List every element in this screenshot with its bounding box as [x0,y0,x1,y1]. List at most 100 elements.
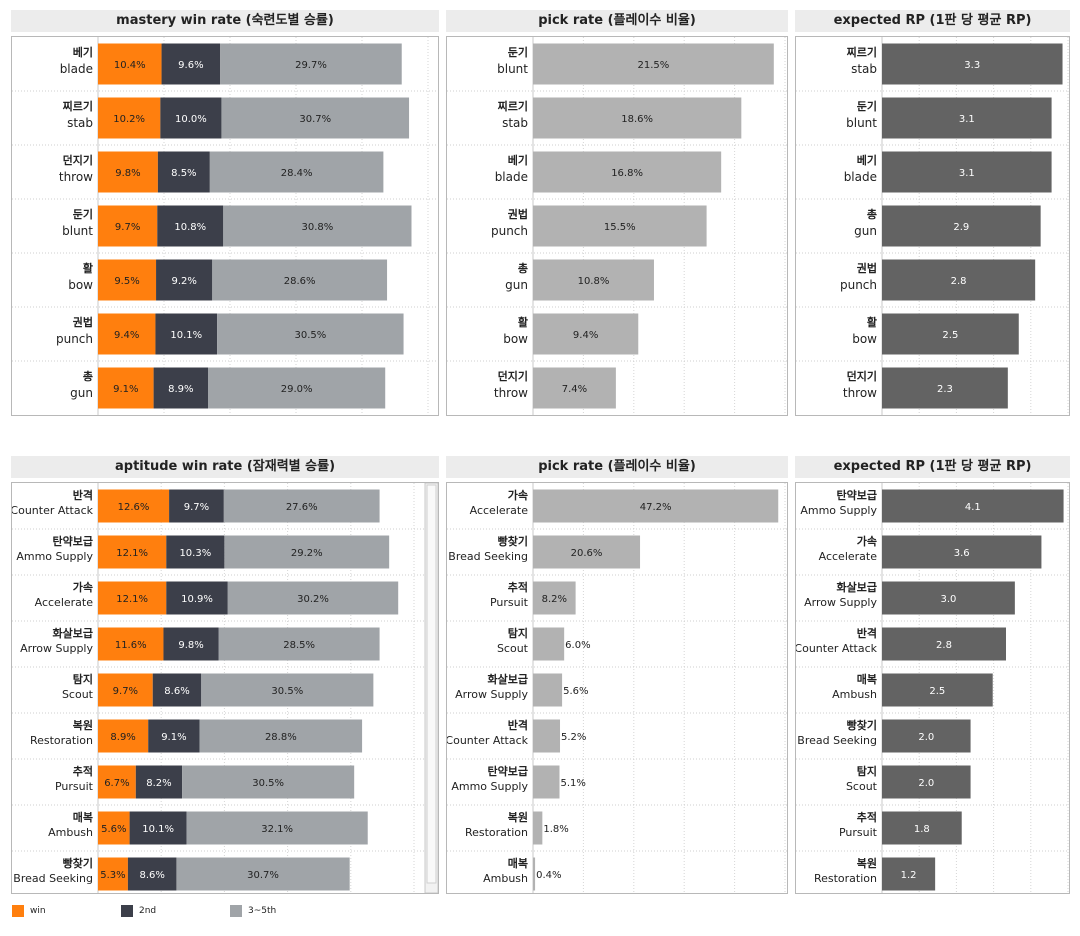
bar-value-punch [533,205,707,247]
data-label: 30.8% [301,222,333,233]
data-label: 30.7% [247,870,279,881]
data-label: 8.9% [110,732,135,743]
category-label-korean: 던지기 [847,369,877,383]
category-label-english: Counter Attack [447,734,529,747]
data-label: 2.8 [936,640,952,651]
category-label-korean: 빵찾기 [847,718,877,732]
bar-3-5th-blunt [223,205,412,247]
aptitude-win-rate-panel: aptitude win rate (잠재력별 승률) 반격 Counter At… [11,456,439,894]
bar-win-accelerate [98,581,167,615]
mastery-pick-rate-chart: 둔기 blunt 21.5% 찌르기 stab 18.6% 베기 blade 16.8% 권법 pu… [447,37,787,415]
data-label: 2.5 [929,686,945,697]
data-label: 12.1% [116,594,148,605]
category-label-korean: 탐지 [508,626,528,640]
bar-value-restoration [882,857,936,891]
data-label: 9.8% [178,640,203,651]
category-label-korean: 매복 [857,672,877,686]
category-label-english: Restoration [465,826,528,839]
aptitude-pick-rate-title: pick rate (플레이수 비율) [446,456,788,478]
data-label: 6.0% [565,640,590,651]
bar-value-bread-seeking [882,719,971,753]
bar-value-ammo-supply [882,489,1064,523]
data-label: 28.4% [281,168,313,179]
category-label-english: punch [491,224,528,238]
bar-3-5th-restoration [199,719,363,753]
category-label-english: blade [60,62,93,76]
data-label: 2.0 [918,732,934,743]
data-label: 8.2% [542,594,567,605]
category-label-korean: 반격 [73,488,93,502]
bar-2nd-bow [156,259,213,301]
bar-2nd-accelerate [166,581,228,615]
bar-2nd-pursuit [135,765,183,799]
legend-label-win: win [30,906,46,916]
bar-win-scout [98,673,153,707]
bar-value-accelerate [533,489,779,523]
data-label: 10.4% [114,60,146,71]
category-label-english: Arrow Supply [804,596,877,609]
legend-swatch-3-5th [230,905,242,917]
mastery-expected-rp-plot-area: 찌르기 stab 3.3 둔기 blunt 3.1 베기 blade 3.1 총 gun 2.9 권법 p… [795,36,1070,416]
data-label: 28.6% [284,276,316,287]
data-label: 2.0 [918,778,934,789]
category-label-korean: 활 [83,261,93,275]
bar-3-5th-ambush [186,811,368,845]
bar-3-5th-bow [212,259,388,301]
bar-value-pursuit [882,811,962,845]
data-label: 1.2 [901,870,917,881]
category-label-english: blunt [62,224,93,238]
category-label-korean: 베기 [508,153,528,167]
category-label-english: Restoration [814,872,877,885]
bar-value-blade [882,151,1052,193]
bar-3-5th-pursuit [182,765,355,799]
data-label: 9.6% [178,60,203,71]
bar-value-blade [533,151,722,193]
bar-value-arrow-supply [533,673,563,707]
category-label-english: Ambush [48,826,93,839]
category-label-korean: 찌르기 [63,99,93,113]
data-label: 28.5% [283,640,315,651]
data-label: 2.9 [953,222,969,233]
data-label: 16.8% [611,168,643,179]
data-label: 0.4% [536,870,561,881]
category-label-korean: 빵찾기 [498,534,528,548]
category-label-english: Ammo Supply [16,550,93,563]
category-label-english: bow [68,278,93,292]
data-label: 3.3 [964,60,980,71]
bar-value-accelerate [882,535,1042,569]
category-label-english: blunt [497,62,528,76]
bar-2nd-blade [161,43,221,85]
aptitude-expected-rp-title: expected RP (1판 당 평균 RP) [795,456,1070,478]
data-label: 9.7% [113,686,138,697]
data-label: 9.4% [573,330,598,341]
data-label: 9.7% [115,222,140,233]
data-label: 5.1% [560,778,585,789]
data-label: 9.7% [184,502,209,513]
category-label-english: stab [851,62,877,76]
category-label-korean: 화살보급 [53,626,93,640]
data-label: 5.2% [561,732,586,743]
data-label: 8.6% [164,686,189,697]
data-label: 10.1% [170,330,202,341]
category-label-english: bow [852,332,877,346]
category-label-english: Ammo Supply [451,780,528,793]
mastery-win-rate-chart: 베기 blade 10.4% 9.6% 29.7% 찌르기 stab 10.2% 10.0% 30… [12,37,438,415]
bar-value-bow [882,313,1019,355]
data-label: 10.8% [578,276,610,287]
category-label-korean: 탐지 [857,764,877,778]
data-label: 3.6 [954,548,970,559]
category-label-korean: 탐지 [73,672,93,686]
data-label: 2.8 [951,276,967,287]
mastery-pick-rate-panel: pick rate (플레이수 비율) 둔기 blunt 21.5% 찌르기 stab 1… [446,10,788,416]
category-label-korean: 총 [867,207,877,221]
data-label: 28.8% [265,732,297,743]
category-label-korean: 화살보급 [488,672,528,686]
data-label: 10.3% [179,548,211,559]
category-label-english: stab [67,116,93,130]
data-label: 10.0% [175,114,207,125]
bar-2nd-restoration [148,719,200,753]
aptitude-expected-rp-panel: expected RP (1판 당 평균 RP) 탄약보급 Ammo Supply… [795,456,1070,894]
data-label: 21.5% [638,60,670,71]
data-label: 15.5% [604,222,636,233]
category-label-korean: 찌르기 [498,99,528,113]
